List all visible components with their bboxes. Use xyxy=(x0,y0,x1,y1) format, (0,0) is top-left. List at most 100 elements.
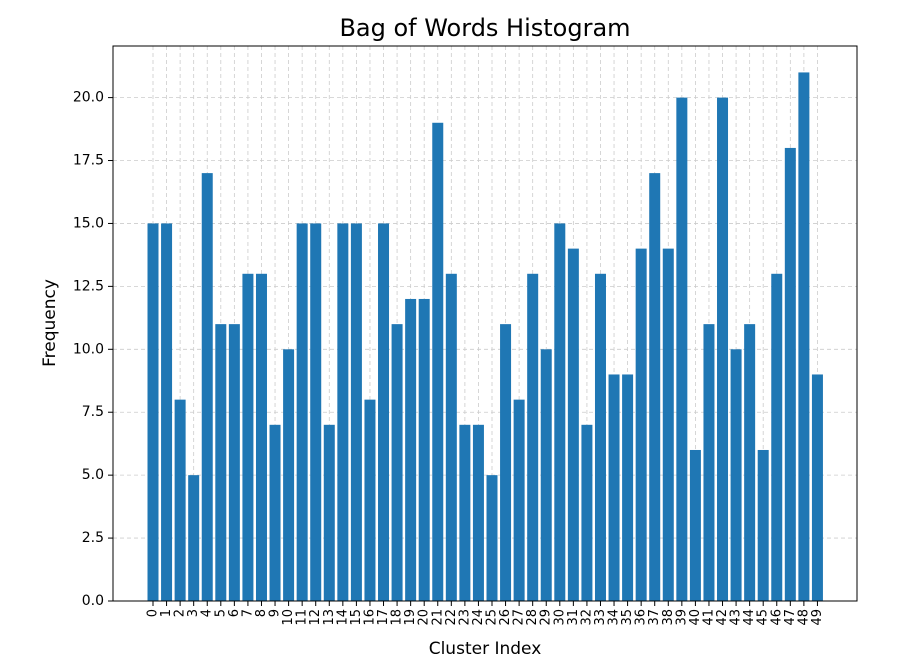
x-tick-label: 12 xyxy=(308,609,323,626)
bars xyxy=(147,72,823,602)
y-tick-label: 2.5 xyxy=(82,530,104,546)
bar-46 xyxy=(771,273,783,601)
x-tick-label: 18 xyxy=(390,609,405,626)
x-tick-label: 35 xyxy=(620,609,635,626)
bar-36 xyxy=(635,248,647,601)
bar-3 xyxy=(188,475,200,601)
x-axis-ticks: 0123456789101112131415161718192021222324… xyxy=(146,601,825,626)
y-tick-label: 10.0 xyxy=(73,341,104,357)
x-tick-label: 36 xyxy=(634,609,649,626)
bar-1 xyxy=(161,223,173,601)
x-tick-label: 16 xyxy=(362,609,377,626)
x-tick-label: 29 xyxy=(539,609,554,626)
bar-23 xyxy=(459,424,471,601)
bar-6 xyxy=(228,324,240,601)
x-tick-label: 31 xyxy=(566,609,581,626)
bar-22 xyxy=(445,273,457,601)
x-tick-label: 38 xyxy=(661,609,676,626)
x-tick-label: 23 xyxy=(457,609,472,626)
bar-35 xyxy=(622,374,634,601)
bar-13 xyxy=(323,424,335,601)
bar-4 xyxy=(201,173,213,602)
bar-8 xyxy=(255,273,267,601)
x-tick-label: 26 xyxy=(498,609,513,626)
x-tick-label: 14 xyxy=(335,609,350,626)
bar-16 xyxy=(364,399,376,601)
y-tick-label: 17.5 xyxy=(73,153,104,169)
bar-33 xyxy=(594,273,606,601)
x-tick-label: 46 xyxy=(769,609,784,626)
x-tick-label: 44 xyxy=(742,609,757,626)
x-tick-label: 25 xyxy=(485,609,500,626)
bar-48 xyxy=(798,72,810,601)
bar-44 xyxy=(744,324,756,601)
bar-0 xyxy=(147,223,159,601)
y-tick-label: 20.0 xyxy=(73,90,104,106)
bar-27 xyxy=(513,399,525,601)
bar-14 xyxy=(337,223,349,601)
bar-40 xyxy=(689,449,701,601)
x-tick-label: 45 xyxy=(756,609,771,626)
x-tick-label: 2 xyxy=(173,609,188,617)
x-tick-label: 6 xyxy=(227,609,242,617)
y-tick-label: 0.0 xyxy=(82,593,104,609)
bar-42 xyxy=(717,97,729,602)
x-axis-label: Cluster Index xyxy=(429,639,542,658)
bar-29 xyxy=(540,349,552,601)
bar-19 xyxy=(405,298,417,601)
x-tick-label: 5 xyxy=(213,609,228,617)
bar-31 xyxy=(567,248,579,601)
x-tick-label: 20 xyxy=(417,609,432,626)
bar-28 xyxy=(527,273,539,601)
x-tick-label: 49 xyxy=(810,609,825,626)
bar-11 xyxy=(296,223,308,601)
bar-39 xyxy=(676,97,688,602)
x-tick-label: 8 xyxy=(254,609,269,617)
y-axis-ticks: 0.0 2.5 5.0 7.5 10.0 12.5 15.0 17.5 20.0 xyxy=(73,90,113,609)
x-tick-label: 39 xyxy=(674,609,689,626)
bar-12 xyxy=(310,223,322,601)
bar-26 xyxy=(500,324,512,601)
x-tick-label: 11 xyxy=(295,609,310,626)
bar-10 xyxy=(283,349,295,601)
bar-32 xyxy=(581,424,593,601)
x-tick-label: 13 xyxy=(322,609,337,626)
x-tick-label: 17 xyxy=(376,609,391,626)
bar-21 xyxy=(432,122,444,601)
bar-25 xyxy=(486,475,498,601)
bar-47 xyxy=(784,147,796,601)
bar-45 xyxy=(757,449,769,601)
x-tick-label: 15 xyxy=(349,609,364,626)
x-tick-label: 24 xyxy=(471,609,486,626)
x-tick-label: 7 xyxy=(240,609,255,617)
x-tick-label: 37 xyxy=(647,609,662,626)
x-tick-label: 3 xyxy=(186,609,201,617)
x-tick-label: 0 xyxy=(146,609,161,617)
x-tick-label: 42 xyxy=(715,609,730,626)
bar-37 xyxy=(649,173,661,602)
x-tick-label: 1 xyxy=(159,609,174,617)
bar-20 xyxy=(418,298,430,601)
x-tick-label: 41 xyxy=(701,609,716,626)
bar-24 xyxy=(472,424,484,601)
x-tick-label: 19 xyxy=(403,609,418,626)
x-tick-label: 43 xyxy=(729,609,744,626)
x-tick-label: 30 xyxy=(552,609,567,626)
x-tick-label: 4 xyxy=(200,609,215,617)
bar-30 xyxy=(554,223,566,601)
x-tick-label: 32 xyxy=(579,609,594,626)
bar-9 xyxy=(269,424,281,601)
x-tick-label: 22 xyxy=(444,609,459,626)
y-axis-label: Frequency xyxy=(40,279,60,367)
y-tick-label: 15.0 xyxy=(73,215,104,231)
bar-5 xyxy=(215,324,227,601)
x-tick-label: 10 xyxy=(281,609,296,626)
bar-2 xyxy=(174,399,186,601)
bar-34 xyxy=(608,374,620,601)
bar-49 xyxy=(811,374,823,601)
y-tick-label: 12.5 xyxy=(73,278,104,294)
x-tick-label: 40 xyxy=(688,609,703,626)
y-tick-label: 7.5 xyxy=(82,404,104,420)
y-tick-label: 5.0 xyxy=(82,467,104,483)
x-tick-label: 27 xyxy=(512,609,527,626)
